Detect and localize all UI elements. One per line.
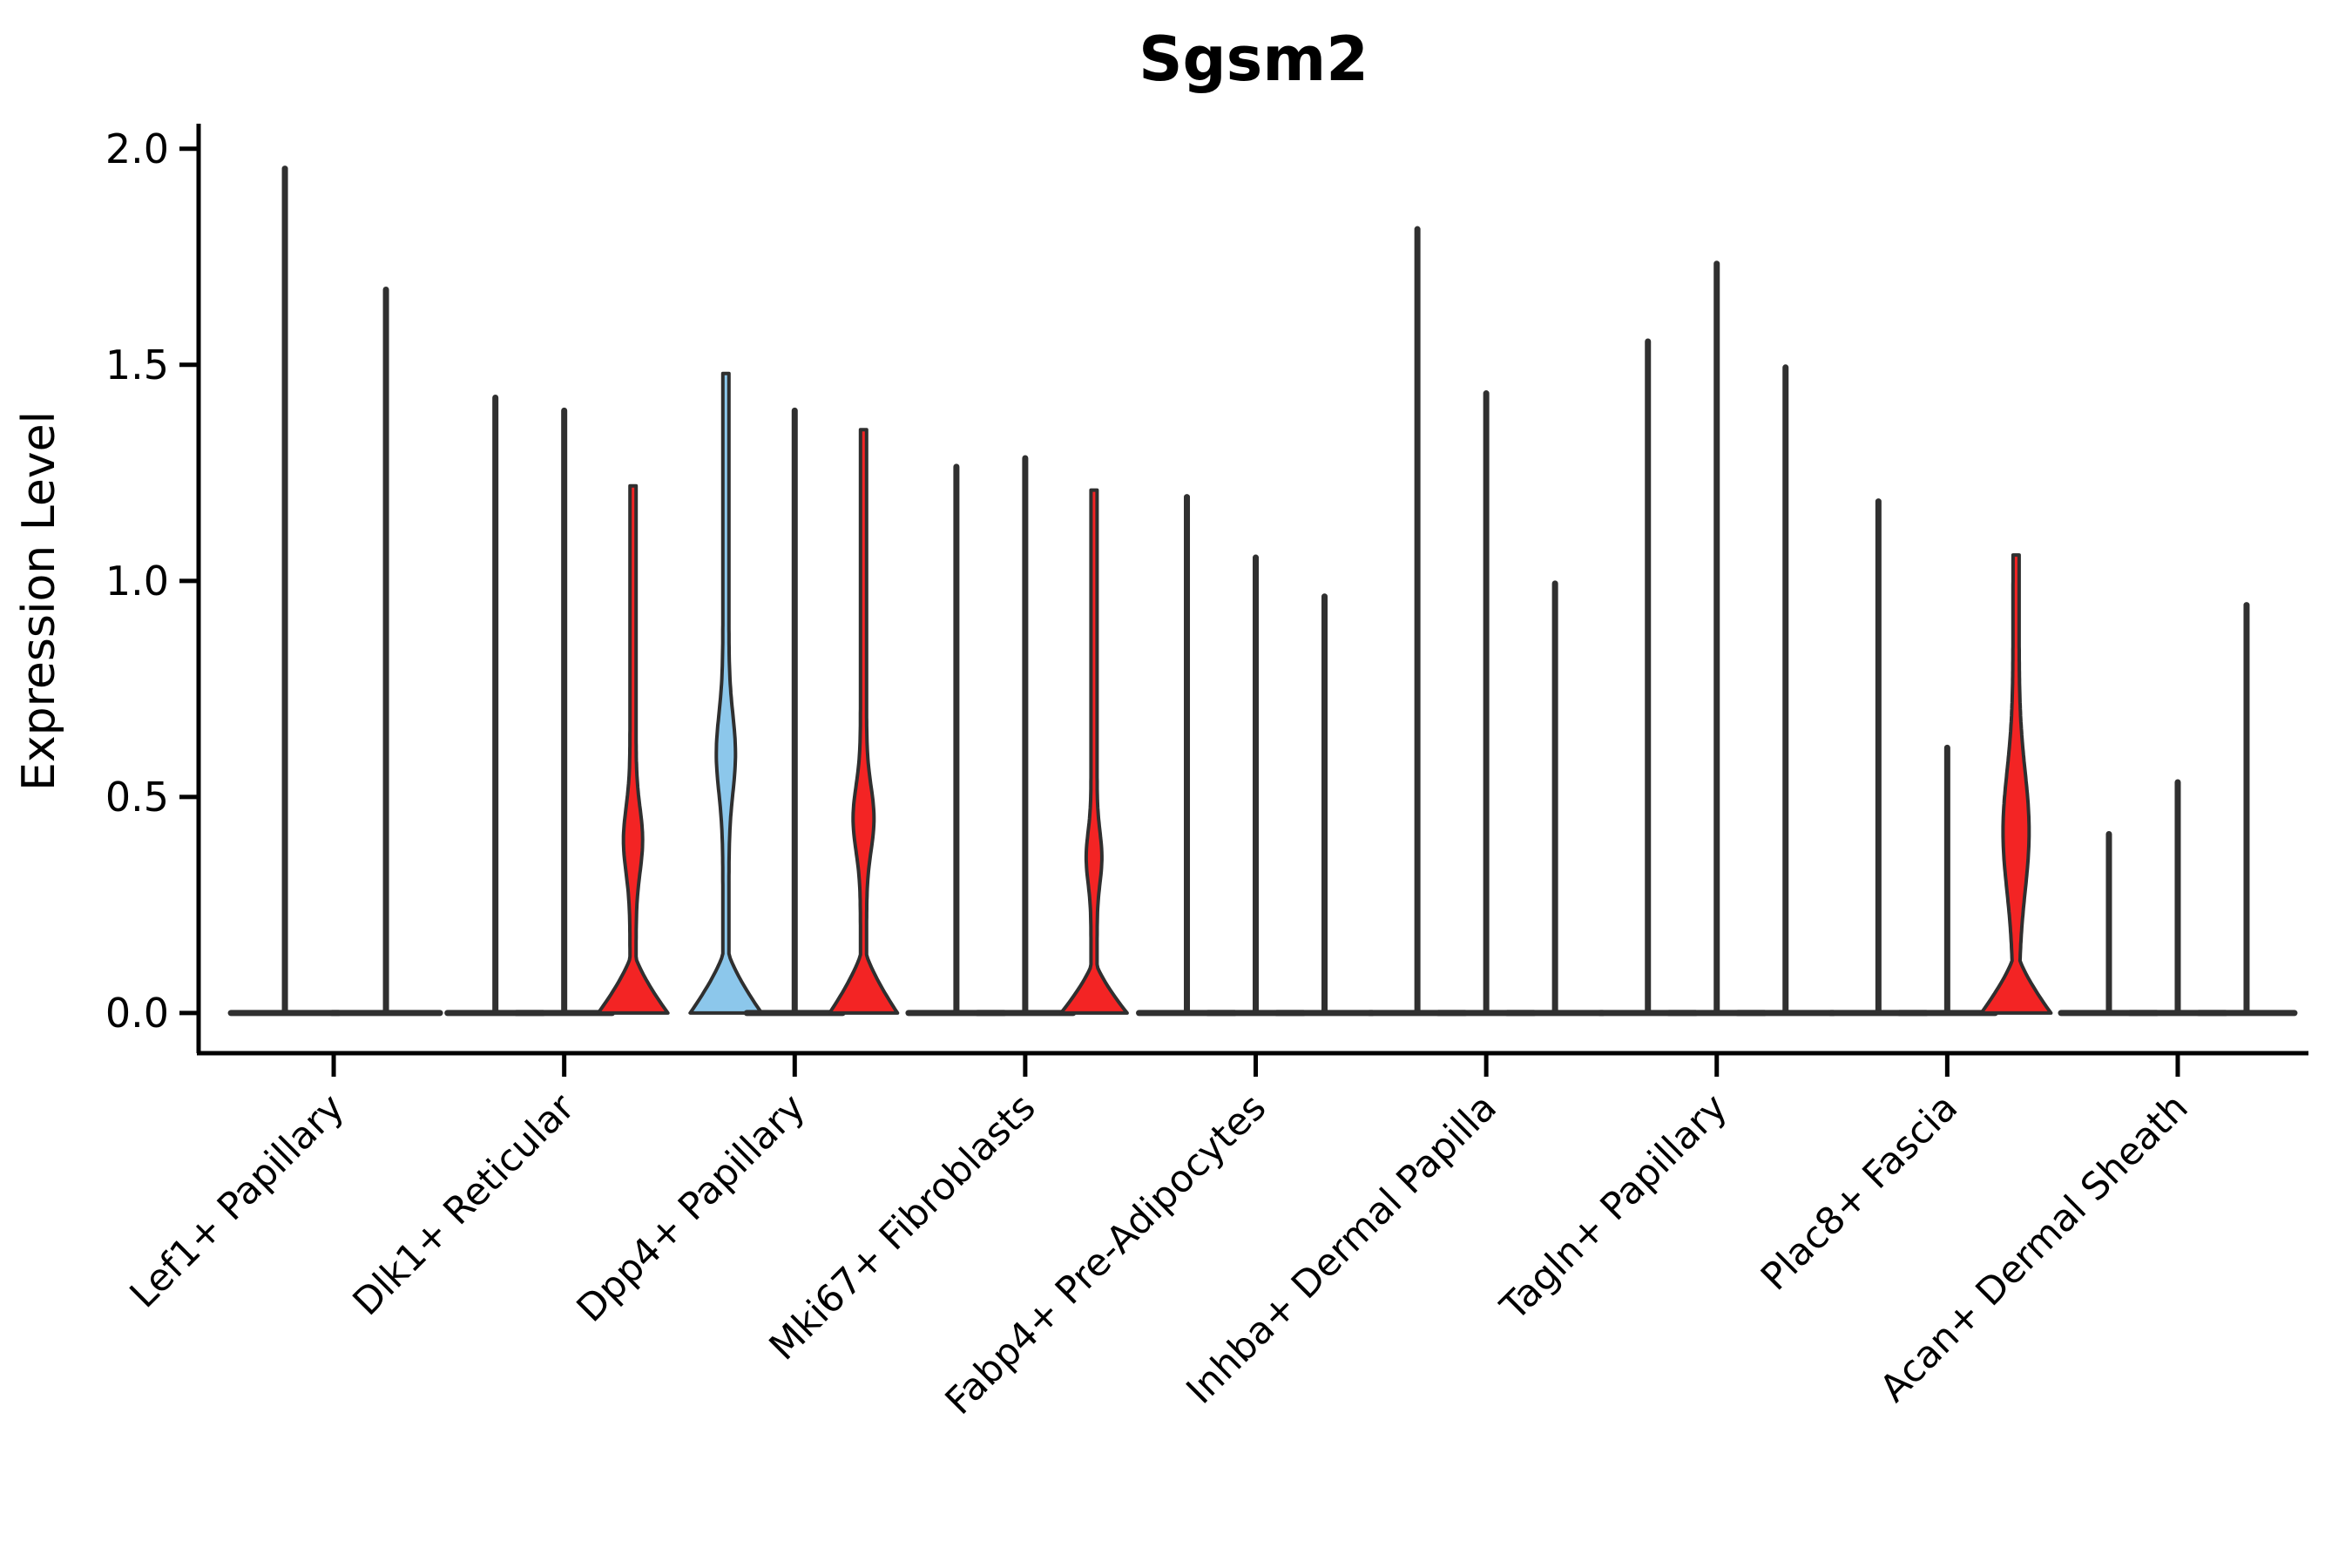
- y-tick-label: 0.0: [105, 990, 169, 1037]
- x-tick-label: Dlk1+ Reticular: [345, 1085, 584, 1324]
- violin-body-blue: [688, 371, 764, 1015]
- x-tick-label: Plac8+ Fascia: [1753, 1085, 1966, 1299]
- y-tick-label: 1.0: [105, 558, 169, 605]
- y-tick-label: 0.5: [105, 774, 169, 821]
- x-tick-label: Tagln+ Papillary: [1492, 1085, 1736, 1329]
- x-tick-label: Mki67+ Fibroblasts: [761, 1085, 1044, 1369]
- y-tick-label: 1.5: [105, 341, 169, 389]
- violin-body-red: [1058, 488, 1129, 1015]
- violin-body-red: [828, 428, 900, 1015]
- violin-body-red: [596, 483, 670, 1015]
- violin-body-red: [1979, 553, 2053, 1015]
- chart-title: Sgsm2: [1139, 24, 1369, 95]
- x-tick-label: Lef1+ Papillary: [122, 1085, 353, 1316]
- y-tick-label: 2.0: [105, 125, 169, 172]
- y-axis-title: Expression Level: [13, 411, 65, 791]
- x-tick-label: Dpp4+ Papillary: [569, 1085, 814, 1330]
